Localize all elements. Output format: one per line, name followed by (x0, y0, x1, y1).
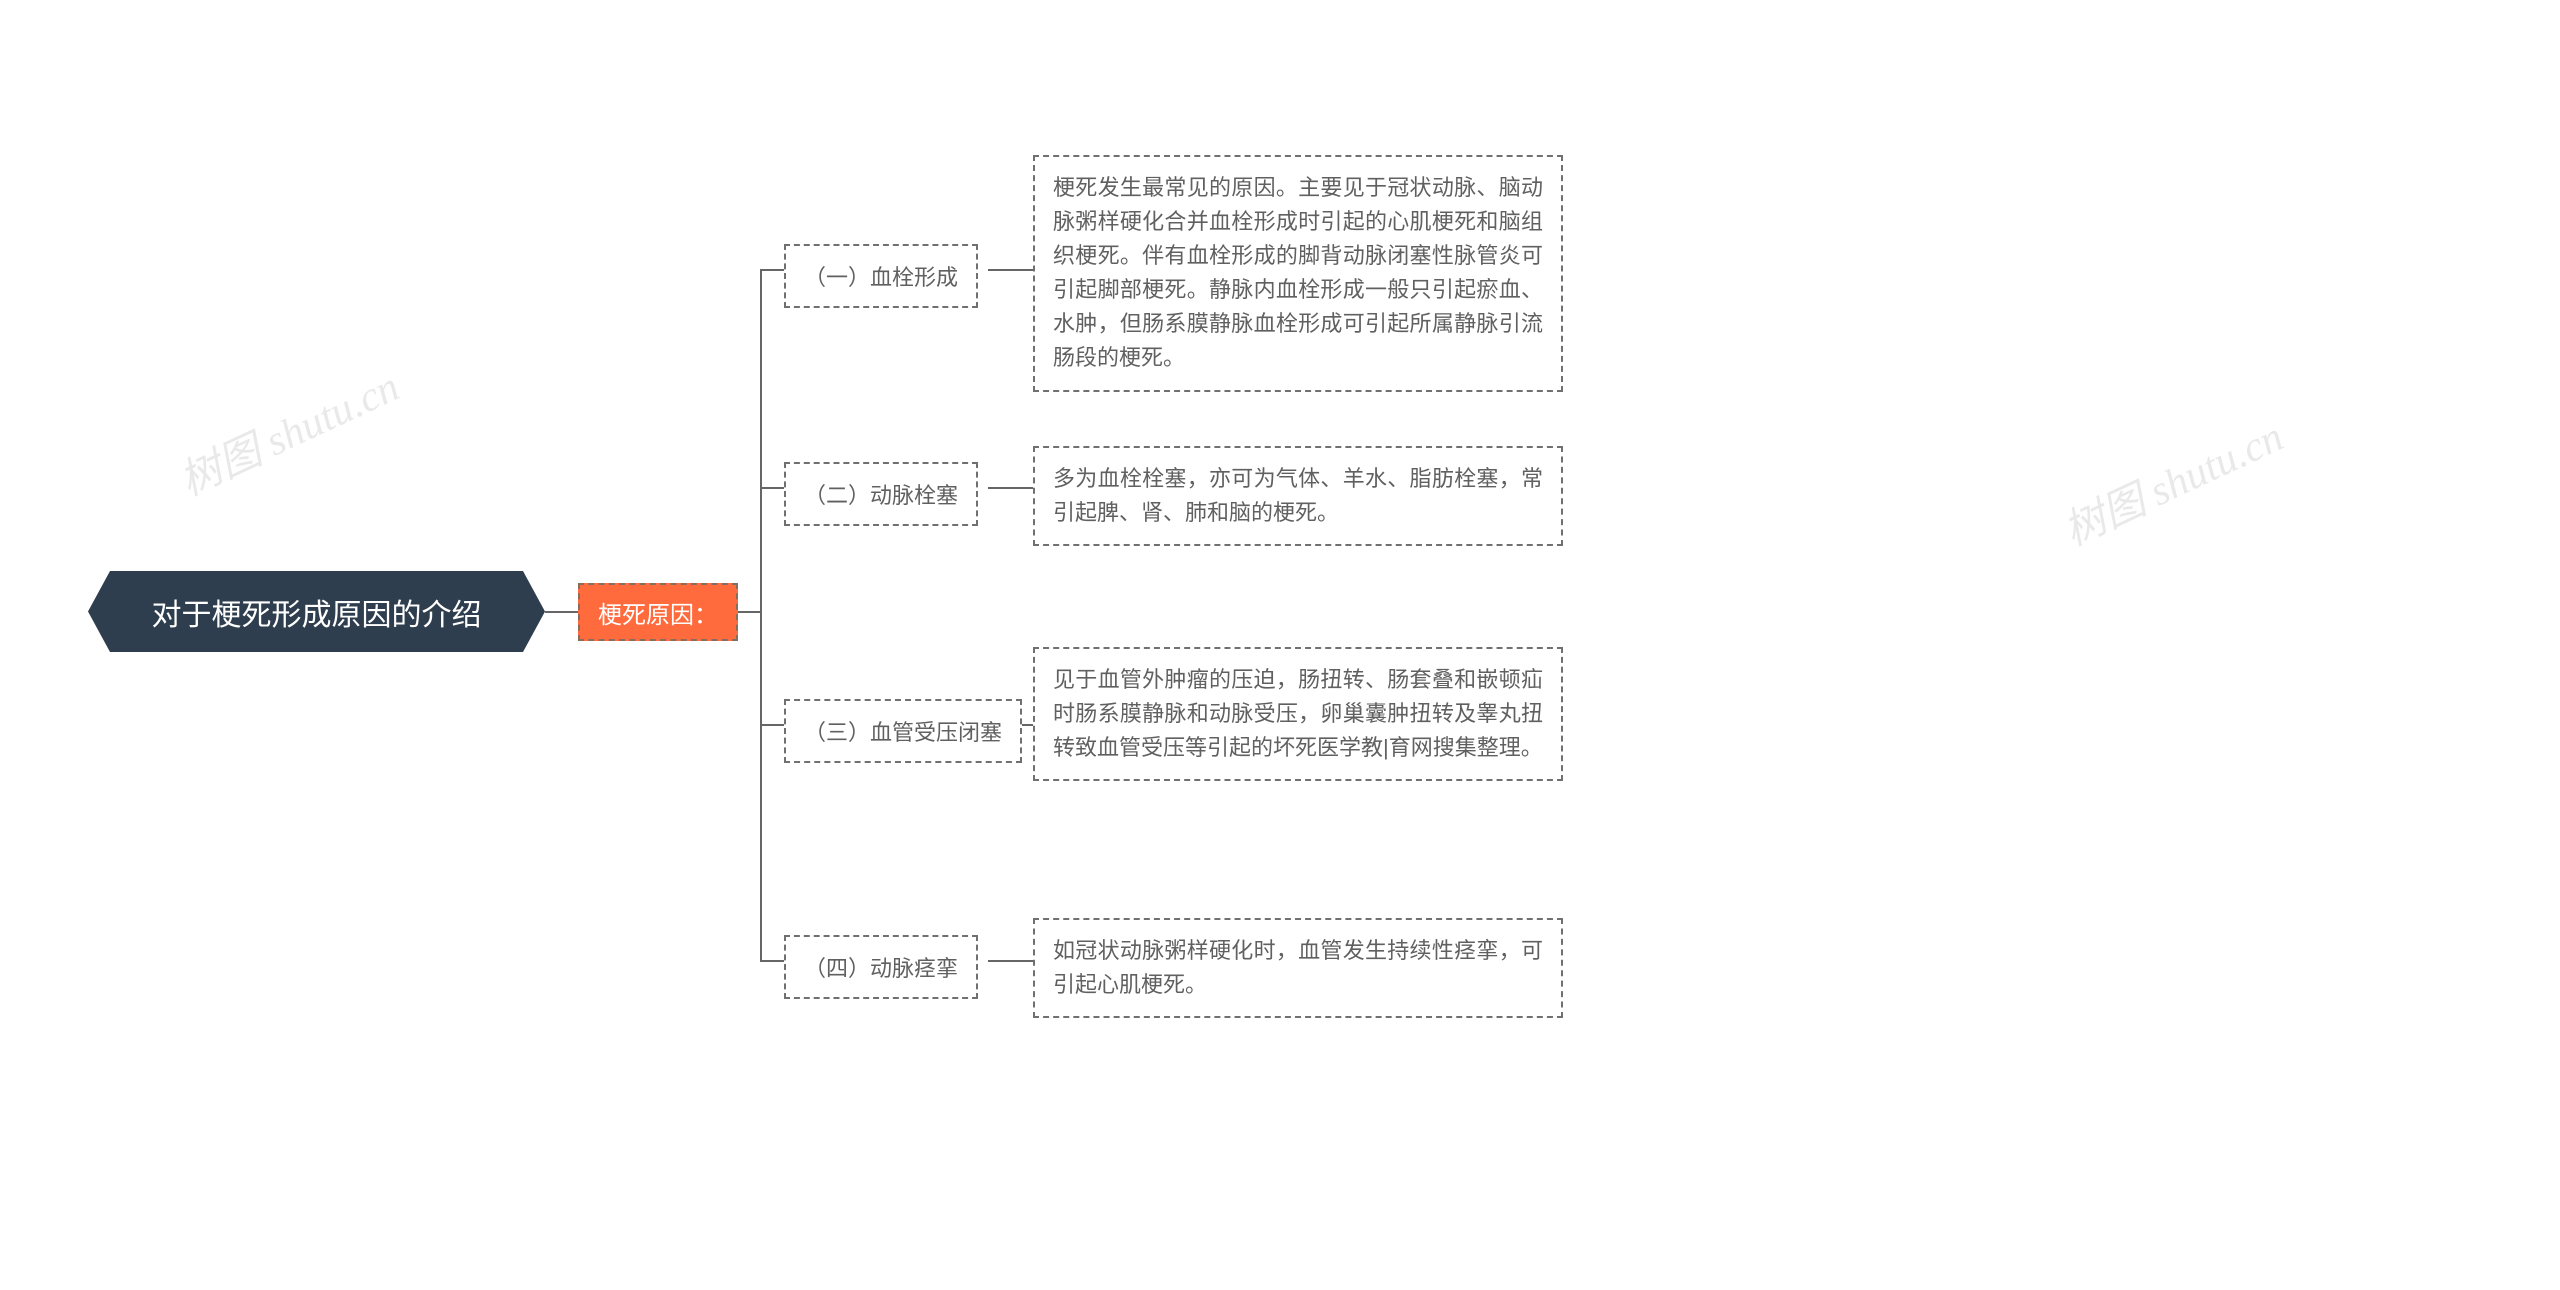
watermark: 树图 shutu.cn (168, 353, 407, 508)
item-node-3: （三）血管受压闭塞 (784, 699, 1022, 763)
root-node: 对于梗死形成原因的介绍 (88, 571, 545, 652)
connector (545, 611, 578, 613)
connector (760, 724, 784, 726)
desc-node-4: 如冠状动脉粥样硬化时，血管发生持续性痉挛，可引起心肌梗死。 (1033, 918, 1563, 1018)
connector (988, 487, 1033, 489)
desc-node-3: 见于血管外肿瘤的压迫，肠扭转、肠套叠和嵌顿疝时肠系膜静脉和动脉受压，卵巢囊肿扭转… (1033, 647, 1563, 781)
desc-node-2: 多为血栓栓塞，亦可为气体、羊水、脂肪栓塞，常引起脾、肾、肺和脑的梗死。 (1033, 446, 1563, 546)
connector (738, 611, 760, 613)
desc-node-1: 梗死发生最常见的原因。主要见于冠状动脉、脑动脉粥样硬化合并血栓形成时引起的心肌梗… (1033, 155, 1563, 392)
connector (760, 960, 784, 962)
item-node-4: （四）动脉痉挛 (784, 935, 978, 999)
category-node: 梗死原因： (578, 583, 738, 641)
connector (760, 487, 784, 489)
item-node-2: （二）动脉栓塞 (784, 462, 978, 526)
connector (760, 269, 762, 962)
connector (988, 960, 1033, 962)
mindmap-canvas: 树图 shutu.cn 树图 shutu.cn 对于梗死形成原因的介绍 梗死原因… (0, 0, 2560, 1290)
watermark: 树图 shutu.cn (2052, 403, 2291, 558)
connector (760, 269, 784, 271)
item-node-1: （一）血栓形成 (784, 244, 978, 308)
connector (988, 269, 1033, 271)
